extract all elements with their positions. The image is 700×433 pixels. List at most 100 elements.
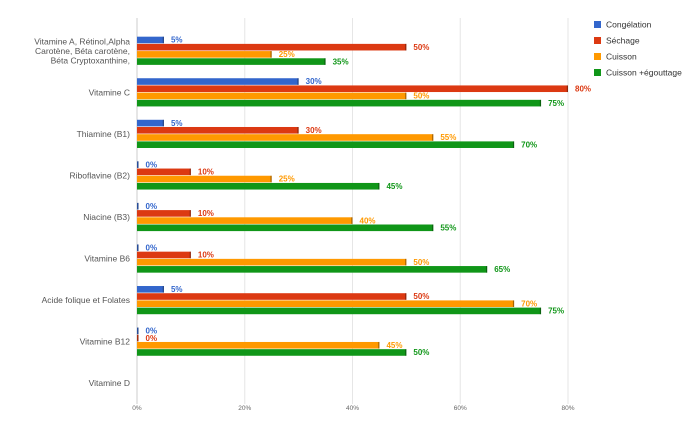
data-label: 0% <box>146 202 158 211</box>
data-label: 80% <box>575 84 591 93</box>
bar-s-chage <box>137 43 407 51</box>
data-label: 70% <box>521 140 537 149</box>
bar-cuisson <box>137 258 407 266</box>
bar-end-cap <box>539 307 542 315</box>
data-label: 10% <box>198 168 214 177</box>
data-label: 5% <box>171 285 183 294</box>
bar-cuisson-gouttage <box>137 58 326 65</box>
bar-s-chage <box>137 293 407 300</box>
data-labels: 5% 50% 25% 35% 30% 80% 50% 75% 5% 30% 55% 70% 0% 10% 2… <box>146 36 592 357</box>
data-label: 50% <box>413 348 429 357</box>
data-label: 40% <box>360 216 376 225</box>
bar-cong-lation <box>137 202 139 210</box>
data-label: 50% <box>413 92 429 101</box>
bar-end-cap <box>351 217 353 224</box>
bar-end-cap <box>405 92 407 100</box>
bar-cong-lation <box>137 327 139 335</box>
bar-cuisson <box>137 341 380 349</box>
bar-end-cap <box>137 244 139 252</box>
bar-end-cap <box>189 210 191 217</box>
legend: Congélation Séchage Cuisson Cuisson +égoutt… <box>594 20 682 78</box>
data-label: 35% <box>333 57 349 66</box>
bar-cuisson-gouttage <box>137 141 515 148</box>
bar-cuisson <box>137 175 272 183</box>
data-label: 75% <box>548 99 564 108</box>
category-label: Thiamine (B1) <box>77 129 131 139</box>
bar-end-cap <box>566 85 568 93</box>
legend-swatch <box>594 69 601 76</box>
data-label: 10% <box>198 209 214 218</box>
bar-end-cap <box>297 78 299 85</box>
bar-s-chage <box>137 126 299 134</box>
bar-end-cap <box>405 293 407 300</box>
bar-s-chage <box>137 210 191 217</box>
x-tick-label: 20% <box>238 405 251 412</box>
data-label: 75% <box>548 307 564 316</box>
category-label: Vitamine C <box>89 87 130 97</box>
data-label: 0% <box>146 334 158 343</box>
legend-swatch <box>594 37 601 44</box>
bar-end-cap <box>485 266 488 273</box>
data-label: 30% <box>306 126 322 135</box>
x-tick-label: 0% <box>132 405 142 412</box>
x-axis-ticks: 0% 20% 40% 60% 80% <box>132 405 574 412</box>
bar-end-cap <box>405 258 407 266</box>
category-label: Vitamine A, Rétinol,Alpha <box>34 36 130 46</box>
data-label: 25% <box>279 50 295 59</box>
bar-end-cap <box>378 341 380 349</box>
x-tick-label: 80% <box>561 405 574 412</box>
category-label: Riboflavine (B2) <box>70 170 131 180</box>
category-label: Carotène, Béta carotène, <box>35 46 130 56</box>
bar-end-cap <box>512 141 515 148</box>
bar-cuisson-gouttage <box>137 266 488 273</box>
bar-end-cap <box>378 182 380 190</box>
bar-end-cap <box>137 161 139 168</box>
data-label: 50% <box>413 43 429 52</box>
bar-s-chage <box>137 334 139 342</box>
bar-end-cap <box>270 175 272 183</box>
category-label: Acide folique et Folates <box>42 295 130 305</box>
bar-cuisson-gouttage <box>137 307 542 315</box>
bar-end-cap <box>539 99 542 107</box>
bar-cong-lation <box>137 161 139 168</box>
bar-cuisson <box>137 51 272 58</box>
data-label: 55% <box>440 133 456 142</box>
bar-group <box>137 36 568 356</box>
data-label: 65% <box>494 265 510 274</box>
bar-cuisson-gouttage <box>137 182 380 190</box>
legend-label: Séchage <box>606 36 640 46</box>
bar-cuisson <box>137 300 515 308</box>
bar-cuisson-gouttage <box>137 99 542 107</box>
bar-cuisson-gouttage <box>137 349 407 356</box>
x-tick-label: 40% <box>346 405 359 412</box>
bar-cong-lation <box>137 78 299 85</box>
data-label: 5% <box>171 36 183 45</box>
data-label: 70% <box>521 299 537 308</box>
bar-end-cap <box>432 134 434 141</box>
data-label: 55% <box>440 224 456 233</box>
bar-end-cap <box>270 51 272 58</box>
bar-s-chage <box>137 168 191 176</box>
data-label: 50% <box>413 258 429 267</box>
category-label: Vitamine B6 <box>84 254 130 264</box>
bar-cong-lation <box>137 119 164 127</box>
data-label: 10% <box>198 251 214 260</box>
category-label: Vitamine D <box>89 378 130 388</box>
bar-cong-lation <box>137 286 164 293</box>
data-label: 0% <box>146 327 158 336</box>
bar-end-cap <box>137 327 139 335</box>
bar-end-cap <box>162 119 164 127</box>
bar-end-cap <box>189 251 191 259</box>
bar-s-chage <box>137 251 191 259</box>
legend-swatch <box>594 21 601 28</box>
data-label: 50% <box>413 292 429 301</box>
data-label: 30% <box>306 77 322 86</box>
bar-cong-lation <box>137 244 139 252</box>
data-label: 0% <box>146 243 158 252</box>
bar-end-cap <box>324 58 326 65</box>
legend-label: Cuisson +égouttage <box>606 68 682 78</box>
bar-end-cap <box>405 349 407 356</box>
bar-end-cap <box>297 126 299 134</box>
bar-end-cap <box>432 224 434 232</box>
